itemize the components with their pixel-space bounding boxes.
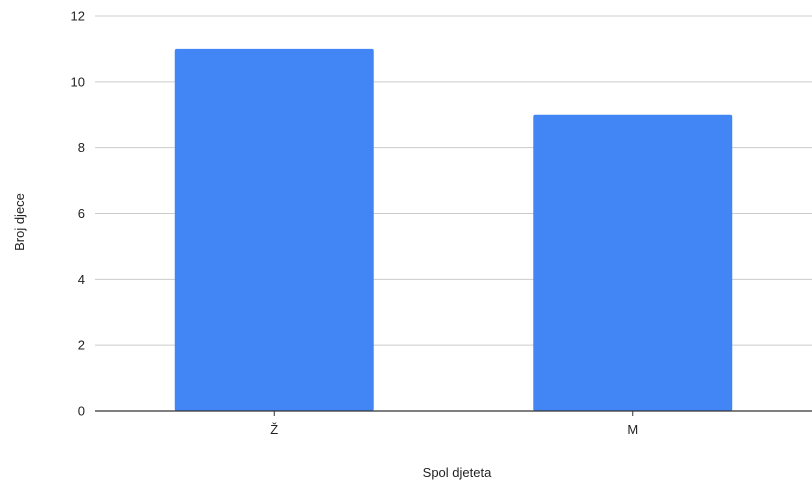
y-tick-label: 8 — [78, 140, 85, 155]
y-tick-label: 6 — [78, 206, 85, 221]
y-tick-label: 2 — [78, 338, 85, 353]
x-tick-label: Ž — [270, 422, 278, 437]
x-axis-title: Spol djeteta — [423, 465, 492, 480]
y-tick-label: 4 — [78, 272, 85, 287]
bar-2[interactable] — [533, 114, 733, 411]
tick-labels: 0 2 4 6 8 10 12 Ž M — [71, 9, 639, 438]
y-tick-label: 0 — [78, 404, 85, 419]
y-tick-label: 10 — [71, 74, 85, 89]
bar-1[interactable] — [174, 48, 374, 412]
axes — [95, 410, 812, 416]
y-axis-title: Broj djece — [12, 193, 27, 251]
bars — [174, 48, 733, 412]
x-tick-label: M — [627, 422, 638, 437]
y-tick-label: 12 — [71, 9, 85, 24]
